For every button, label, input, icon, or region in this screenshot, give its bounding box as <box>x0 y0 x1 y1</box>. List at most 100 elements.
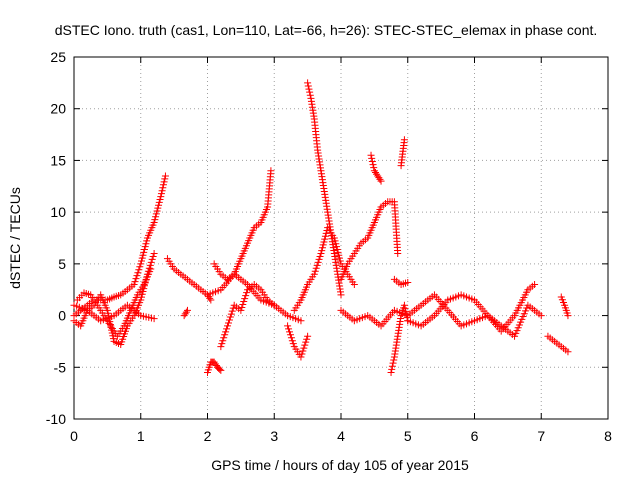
data-point <box>303 335 311 343</box>
data-point <box>135 266 143 274</box>
data-point <box>152 213 160 221</box>
data-point <box>226 313 234 321</box>
data-point <box>304 79 312 87</box>
data-point <box>311 267 319 275</box>
data-point <box>394 250 402 258</box>
data-point <box>134 269 142 277</box>
data-point <box>370 164 378 172</box>
data-point <box>564 348 572 356</box>
data-point <box>306 91 314 99</box>
data-point <box>368 157 376 165</box>
x-tick-label: 4 <box>337 428 345 444</box>
data-point <box>151 216 159 224</box>
data-point <box>138 254 146 262</box>
x-tick-label: 0 <box>70 428 78 444</box>
series-21 <box>557 293 572 320</box>
data-point <box>143 237 151 245</box>
data-point <box>240 298 248 306</box>
data-point <box>133 272 141 280</box>
data-point <box>228 307 236 315</box>
data-point <box>304 82 312 90</box>
data-point <box>267 167 275 175</box>
data-point <box>401 304 409 312</box>
y-tick-label: -10 <box>46 411 66 427</box>
data-point <box>320 238 328 246</box>
data-point <box>207 296 215 304</box>
data-point <box>334 248 342 256</box>
data-point <box>301 341 309 349</box>
data-point <box>390 356 398 364</box>
data-point <box>227 310 235 318</box>
data-point <box>305 85 313 93</box>
data-point <box>157 193 165 201</box>
data-point <box>142 240 150 248</box>
data-point <box>223 325 231 333</box>
data-point <box>333 243 341 251</box>
series-9 <box>204 270 305 325</box>
data-point <box>336 257 344 265</box>
data-point <box>368 154 376 162</box>
data-point <box>287 334 295 342</box>
x-tick-label: 6 <box>471 428 479 444</box>
data-point <box>242 292 250 300</box>
data-point <box>147 265 155 273</box>
data-point <box>150 250 158 258</box>
data-point <box>239 300 247 308</box>
data-point <box>182 308 190 316</box>
data-point <box>387 368 395 376</box>
data-point <box>237 306 245 314</box>
series-5 <box>180 306 191 320</box>
data-point <box>332 240 340 248</box>
x-tick-label: 3 <box>270 428 278 444</box>
series-19 <box>404 291 545 340</box>
data-point <box>333 245 341 253</box>
data-point <box>322 229 330 237</box>
series-6 <box>204 358 225 376</box>
x-axis-label: GPS time / hours of day 105 of year 2015 <box>211 457 469 473</box>
data-point <box>148 255 156 263</box>
data-point <box>318 244 326 252</box>
data-point <box>241 295 249 303</box>
data-point <box>140 245 148 253</box>
data-point <box>160 178 168 186</box>
data-point <box>141 243 149 251</box>
data-point <box>404 278 412 286</box>
series-0 <box>70 172 169 320</box>
series-14 <box>367 151 385 185</box>
series-18 <box>337 281 539 335</box>
data-point <box>158 187 166 195</box>
y-tick-label: 5 <box>58 256 66 272</box>
series-7 <box>210 167 275 283</box>
data-points <box>70 79 572 376</box>
data-point <box>298 350 306 358</box>
data-point <box>153 207 161 215</box>
x-tick-label: 1 <box>137 428 145 444</box>
data-point <box>149 252 157 260</box>
data-point <box>377 177 385 185</box>
data-point <box>310 270 318 278</box>
data-point <box>286 331 294 339</box>
series-2 <box>73 265 155 340</box>
data-point <box>243 289 251 297</box>
data-point <box>150 218 158 226</box>
x-tick-label: 2 <box>204 428 212 444</box>
data-point <box>376 175 384 183</box>
data-point <box>531 281 539 289</box>
data-point <box>537 312 545 320</box>
data-point <box>220 334 228 342</box>
data-point <box>150 315 158 323</box>
y-axis: -10 -5 0 5 10 15 20 25 <box>46 49 608 427</box>
series-3 <box>70 301 158 325</box>
x-tick-label: 8 <box>604 428 612 444</box>
data-point <box>306 88 314 96</box>
data-point <box>224 319 232 327</box>
y-axis-label: dSTEC / TECUs <box>7 187 23 289</box>
data-point <box>216 365 224 373</box>
data-point <box>317 250 325 258</box>
data-point <box>337 291 345 299</box>
data-point <box>137 257 145 265</box>
data-point <box>400 301 408 309</box>
data-point <box>389 359 397 367</box>
data-point <box>318 247 326 255</box>
chart-title: dSTEC Iono. truth (cas1, Lon=110, Lat=-6… <box>55 22 598 38</box>
